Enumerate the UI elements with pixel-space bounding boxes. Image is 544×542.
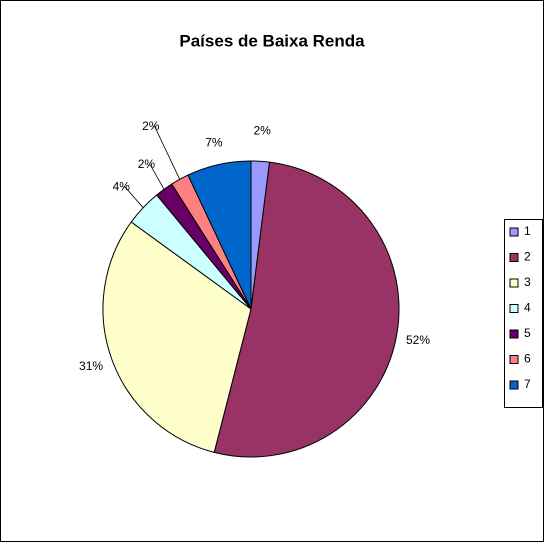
legend-label: 1 bbox=[524, 224, 531, 238]
legend-box bbox=[504, 219, 543, 408]
data-label: 31% bbox=[79, 359, 103, 373]
pie-slice bbox=[187, 160, 252, 310]
legend-swatch bbox=[509, 278, 519, 288]
pie-slice bbox=[102, 221, 252, 453]
data-label: 2% bbox=[138, 157, 156, 171]
legend-label: 7 bbox=[524, 377, 531, 391]
leader-line bbox=[123, 186, 144, 208]
legend-label: 2 bbox=[524, 250, 531, 264]
leader-line bbox=[148, 164, 165, 190]
legend-swatch bbox=[509, 304, 519, 313]
data-label: 7% bbox=[205, 135, 223, 149]
legend-swatch bbox=[509, 329, 519, 339]
legend-label: 5 bbox=[524, 326, 531, 340]
data-label: 2% bbox=[254, 124, 272, 138]
legend-swatch bbox=[509, 253, 519, 262]
legend-label: 4 bbox=[524, 301, 531, 315]
legend-label: 3 bbox=[524, 275, 531, 289]
leader-line bbox=[152, 126, 181, 180]
chart-title: Países de Baixa Renda bbox=[179, 31, 365, 50]
legend-label: 6 bbox=[524, 352, 531, 366]
data-label: 2% bbox=[142, 119, 160, 133]
legend-swatch bbox=[509, 380, 519, 390]
legend-swatch bbox=[509, 227, 519, 237]
legend-swatch bbox=[509, 355, 519, 364]
pie-slice bbox=[213, 161, 400, 458]
data-label: 4% bbox=[113, 179, 131, 193]
data-label: 52% bbox=[406, 333, 430, 347]
